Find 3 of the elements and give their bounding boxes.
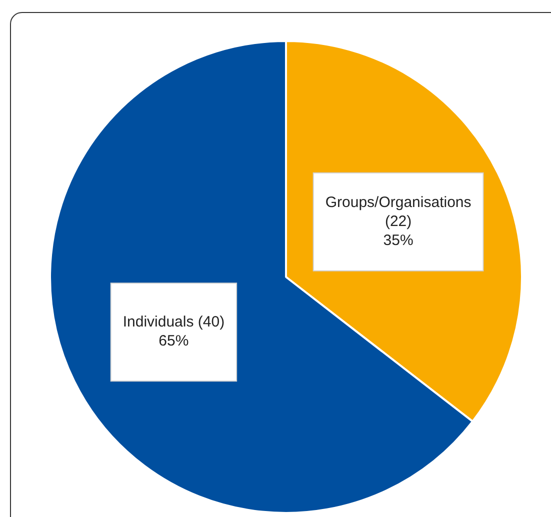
slice-label: Groups/Organisations [325, 194, 472, 212]
data-label: (22) 35% [383, 213, 414, 250]
slice-label: Individuals (40) 65% [122, 314, 225, 350]
